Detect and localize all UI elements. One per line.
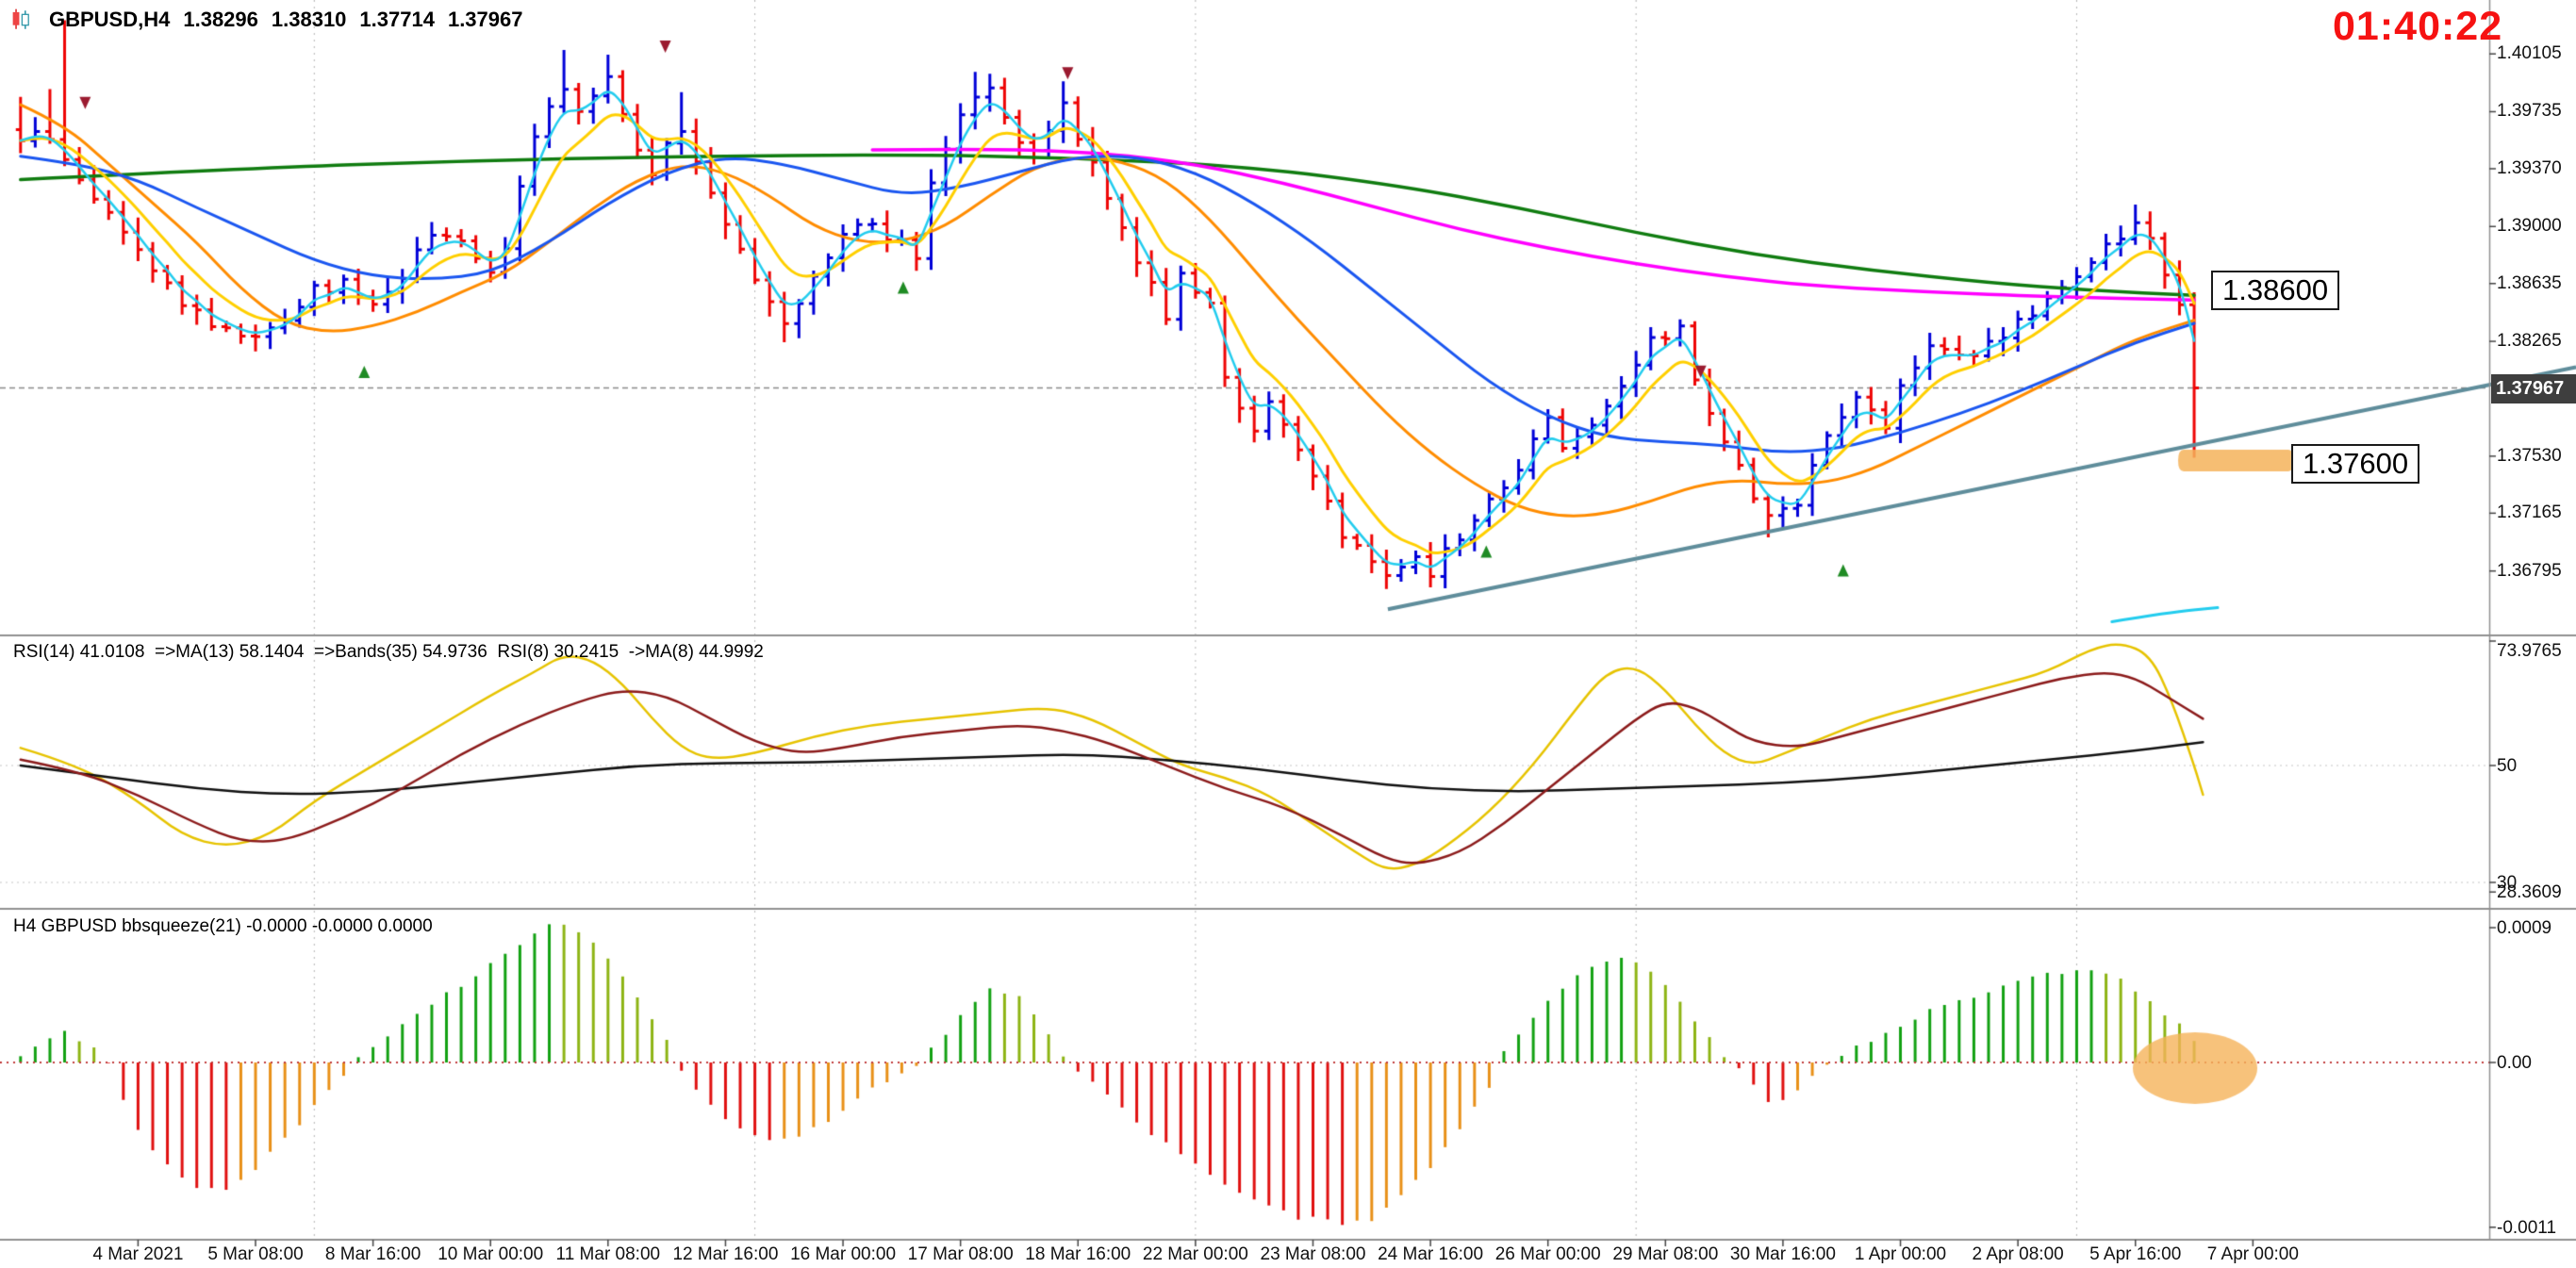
time-label: 12 Mar 16:00 [672,1244,779,1264]
squeeze-indicator-header: H4 GBPUSD bbsqueeze(21) -0.0000 -0.0000 … [13,916,433,936]
time-label: 26 Mar 00:00 [1494,1244,1601,1264]
time-label: 7 Apr 00:00 [2206,1244,2299,1264]
ohlc-low: 1.37714 [359,8,435,31]
time-label: 22 Mar 00:00 [1142,1244,1248,1264]
price-tick-label: 1.36795 [2497,560,2562,581]
time-label: 4 Mar 2021 [92,1244,184,1264]
time-label: 29 Mar 08:00 [1612,1244,1719,1264]
rsi-tick-label: 28.3609 [2497,882,2562,903]
squeeze-tick-label: 0.00 [2497,1053,2532,1073]
bid-price-tag: 1.37967 [2491,374,2576,403]
time-label: 8 Mar 16:00 [324,1244,421,1264]
symbol-label: GBPUSD,H4 [49,8,171,31]
squeeze-tick-label: 0.0009 [2497,918,2552,938]
time-label: 5 Mar 08:00 [207,1244,304,1264]
price-tick-label: 1.40105 [2497,43,2562,64]
squeeze-tick-label: -0.0011 [2497,1217,2557,1238]
rsi-tick-label: 30 [2497,873,2518,893]
price-level-label-138600[interactable]: 1.38600 [2211,271,2340,310]
price-tick-label: 1.38265 [2497,331,2562,352]
time-label: 24 Mar 16:00 [1378,1244,1484,1264]
rsi-tick-label: 73.9765 [2497,641,2562,661]
price-tick-label: 1.37530 [2497,445,2562,466]
time-label: 2 Apr 08:00 [1972,1244,2064,1264]
price-tick-label: 1.39735 [2497,101,2562,122]
ohlc-close: 1.37967 [447,8,523,31]
time-label: 30 Mar 16:00 [1729,1244,1836,1264]
price-tick-label: 1.39000 [2497,216,2562,237]
time-label: 5 Apr 16:00 [2089,1244,2182,1264]
ohlc-high: 1.38310 [271,8,347,31]
time-label: 1 Apr 00:00 [1854,1244,1947,1264]
price-tick-label: 1.37165 [2497,502,2562,523]
chart-header: GBPUSD,H4 1.38296 1.38310 1.37714 1.3796… [11,8,522,32]
candle-countdown-timer: 01:40:22 [2333,4,2503,49]
time-label: 18 Mar 16:00 [1025,1244,1131,1264]
time-label: 10 Mar 00:00 [438,1244,544,1264]
symbol-icon [11,8,36,32]
price-level-label-137600[interactable]: 1.37600 [2291,444,2420,484]
rsi-tick-label: 50 [2497,756,2518,776]
price-tick-label: 1.39370 [2497,157,2562,178]
rsi-indicator-header: RSI(14) 41.0108 =>MA(13) 58.1404 =>Bands… [13,642,764,662]
price-tick-label: 1.38635 [2497,272,2562,293]
ohlc-open: 1.38296 [183,8,258,31]
time-label: 11 Mar 08:00 [555,1244,661,1264]
time-label: 23 Mar 08:00 [1260,1244,1366,1264]
time-label: 17 Mar 08:00 [907,1244,1014,1264]
time-label: 16 Mar 00:00 [790,1244,897,1264]
